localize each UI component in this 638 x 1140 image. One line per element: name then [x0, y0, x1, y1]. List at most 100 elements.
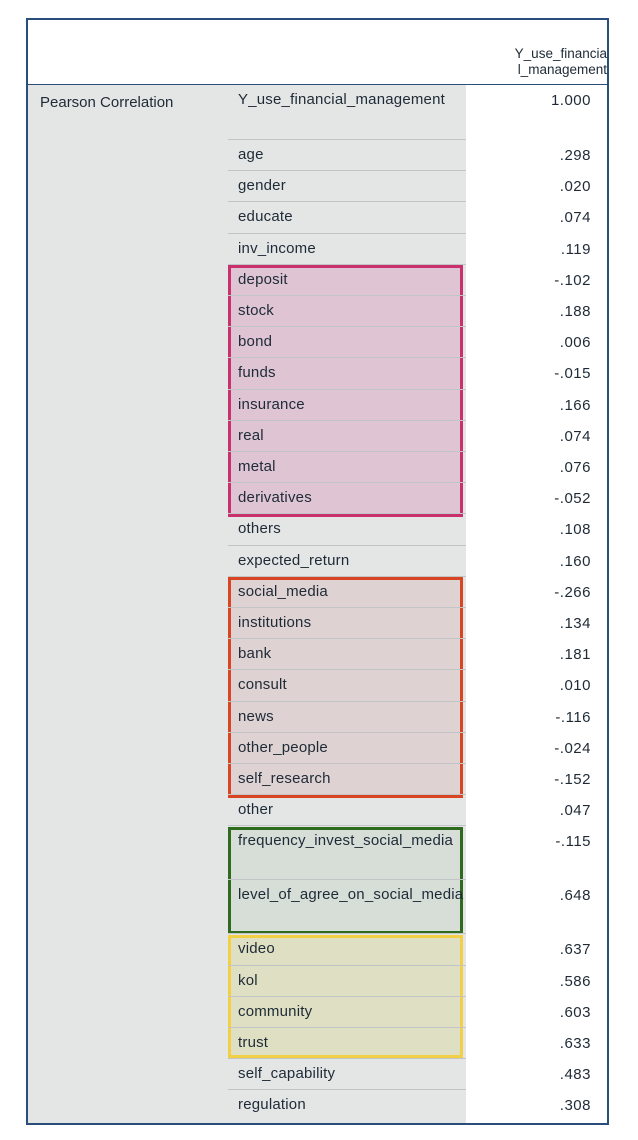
correlation-value: -.024	[554, 739, 591, 757]
row-divider	[228, 1026, 466, 1028]
correlation-value: -.115	[555, 833, 591, 851]
row-divider	[228, 482, 466, 484]
correlation-value: 1.000	[550, 92, 591, 109]
table-row: metal .076	[228, 452, 607, 484]
variable-name: derivatives	[238, 489, 312, 507]
row-divider	[228, 450, 466, 452]
row-divider	[228, 669, 466, 671]
variable-name: Y_use_financial_management	[238, 91, 446, 108]
table-row: other_people -.024	[228, 733, 607, 764]
variable-name: other_people	[238, 738, 328, 756]
row-divider	[228, 544, 466, 546]
table-row: other .047	[228, 795, 607, 827]
column-header: Y_use_financia l_management	[466, 18, 607, 84]
column-header-line-2: l_management	[517, 62, 607, 77]
row-divider	[228, 933, 466, 935]
correlation-value: .074	[559, 209, 591, 227]
correlation-value: .483	[559, 1066, 591, 1084]
table-row: inv_income .119	[228, 234, 607, 265]
variable-name: trust	[238, 1034, 269, 1051]
correlation-value: .603	[559, 1003, 591, 1021]
variable-name: level_of_agree_on_social_media	[238, 886, 464, 904]
row-divider	[228, 964, 466, 966]
variable-name: metal	[238, 458, 276, 475]
row-divider	[228, 201, 466, 203]
correlation-value: .160	[559, 552, 591, 570]
variable-name: expected_return	[238, 551, 350, 569]
table-row: bank .181	[228, 639, 607, 671]
row-divider	[228, 388, 466, 390]
row-divider	[228, 731, 466, 733]
variable-name: gender	[238, 177, 286, 195]
correlation-value: .188	[559, 303, 591, 320]
table-row: news -.116	[228, 702, 607, 733]
variable-name: insurance	[238, 395, 305, 413]
variable-name: age	[238, 146, 264, 163]
variable-name: self_capability	[238, 1065, 336, 1083]
row-divider	[228, 794, 466, 796]
table-row: video .637	[228, 934, 607, 966]
correlation-value: .298	[559, 147, 591, 164]
variable-name: kol	[238, 971, 258, 989]
table-row: frequency_invest_social_media -.115	[228, 826, 607, 881]
correlation-value: -.052	[554, 490, 591, 508]
table-row: educate .074	[228, 202, 607, 234]
row-header-background	[28, 85, 466, 1123]
variable-name: institutions	[238, 614, 312, 631]
row-divider	[228, 419, 466, 421]
table-row: funds -.015	[228, 358, 607, 390]
variable-name: social_media	[238, 582, 328, 600]
correlation-value: .006	[559, 334, 591, 352]
correlation-value: .020	[559, 178, 591, 196]
correlation-value: .637	[559, 941, 591, 959]
row-divider	[228, 263, 466, 265]
row-divider	[228, 575, 466, 577]
correlation-value: .181	[559, 646, 591, 664]
row-divider	[228, 762, 466, 764]
row-divider	[228, 638, 466, 640]
variable-name: educate	[238, 208, 293, 226]
correlation-value: .047	[559, 802, 591, 820]
table-row: self_capability .483	[228, 1059, 607, 1091]
row-divider	[228, 606, 466, 608]
table-row: regulation .308	[228, 1090, 607, 1121]
row-divider	[228, 232, 466, 234]
row-divider	[228, 1058, 466, 1060]
row-divider	[228, 326, 466, 328]
variable-name: deposit	[238, 270, 288, 288]
variable-name: consult	[238, 676, 287, 694]
statistic-label: Pearson Correlation	[40, 94, 174, 111]
table-row: level_of_agree_on_social_media .648	[228, 880, 607, 935]
variable-name: real	[238, 426, 264, 444]
variable-name: regulation	[238, 1096, 306, 1114]
highlight-box-assets	[228, 265, 463, 517]
row-divider	[228, 357, 466, 359]
variable-name: stock	[238, 302, 275, 319]
correlation-value: -.266	[554, 583, 591, 601]
variable-name: others	[238, 520, 281, 538]
correlation-value: .586	[559, 972, 591, 990]
row-divider	[228, 825, 466, 827]
correlation-value: -.015	[554, 365, 591, 383]
row-divider	[228, 700, 466, 702]
row-divider	[228, 513, 466, 515]
variable-name: self_research	[238, 770, 331, 787]
table-row: Y_use_financial_management 1.000	[228, 85, 607, 140]
highlight-box-social-media	[228, 827, 463, 934]
table-row: derivatives -.052	[228, 483, 607, 515]
table-row: stock .188	[228, 296, 607, 328]
correlation-value: .108	[559, 521, 591, 539]
column-header-line-1: Y_use_financia	[514, 46, 607, 61]
correlation-value: .134	[559, 615, 591, 632]
table-row: expected_return .160	[228, 546, 607, 577]
table-row: consult .010	[228, 670, 607, 702]
correlation-value: .119	[560, 240, 591, 258]
correlation-value: .633	[559, 1035, 591, 1052]
correlation-value: .648	[559, 887, 591, 905]
variable-name: video	[238, 940, 275, 958]
table-row: community .603	[228, 997, 607, 1028]
row-divider	[228, 170, 466, 172]
table-row: trust .633	[228, 1028, 607, 1060]
correlation-value: -.116	[555, 708, 591, 726]
